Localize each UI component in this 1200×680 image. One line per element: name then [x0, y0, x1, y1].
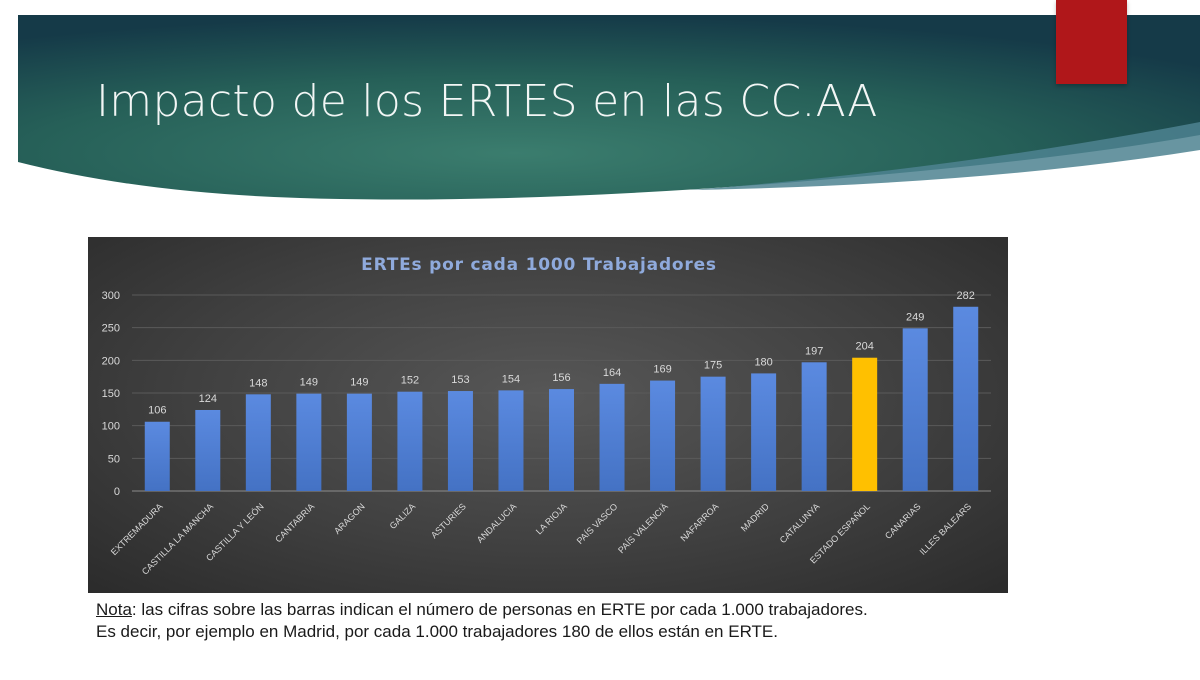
data-label: 148 [249, 377, 267, 389]
bar-andalucia [498, 390, 524, 491]
bar-pa-s-vasco [599, 383, 625, 491]
category-label: CASTILLA Y LEÓN [204, 501, 266, 563]
chart-title: ERTEs por cada 1000 Trabajadores [361, 255, 717, 275]
y-tick-label: 100 [102, 421, 120, 433]
y-axis-ticks: 0 50 100 150 200 250 300 [102, 290, 120, 498]
category-label: MADRID [739, 501, 772, 534]
category-label: CANTABRIA [273, 501, 316, 544]
data-label: 106 [148, 405, 166, 417]
category-label: LA RIOJA [534, 501, 569, 536]
category-label: ASTURIES [429, 501, 468, 540]
slide-title: Impacto de los ERTES en las CC.AA [96, 76, 878, 127]
chart-gridlines [132, 294, 991, 492]
category-label: ANDALUCIA [475, 501, 518, 544]
bar-chart: ERTEs por cada 1000 Trabajadores 0 50 100 1… [102, 255, 991, 577]
title-banner [18, 15, 1200, 200]
category-label: CANARIAS [883, 501, 923, 541]
data-label: 124 [199, 393, 217, 405]
category-label: GALIZA [388, 501, 418, 531]
note-text-line2: Es decir, por ejemplo en Madrid, por cad… [96, 622, 778, 641]
category-label: PAÍS VALENCIÀ [616, 501, 670, 555]
y-tick-label: 250 [102, 323, 120, 335]
y-tick-label: 0 [114, 486, 120, 498]
data-label: 204 [855, 341, 873, 353]
data-label: 153 [451, 374, 469, 386]
bar-cantabria [296, 393, 322, 491]
bar-pa-s-valenci- [650, 380, 676, 491]
bar-madrid [751, 373, 777, 491]
category-label: NAFARROA [678, 501, 720, 543]
bar-aragon [346, 393, 372, 491]
bar-castilla-la-mancha [195, 409, 221, 491]
bar-la-rioja [549, 389, 574, 491]
note-text-line1: : las cifras sobre las barras indican el… [131, 600, 868, 619]
category-label: EXTREMADURA [109, 501, 165, 557]
chart-data-labels: 106 124 148 149 149 152 153 154 156 164 169 175 180 1… [148, 290, 975, 417]
data-label: 180 [754, 356, 772, 368]
bar-estado-espa-ol [852, 357, 878, 491]
red-accent-tab [1056, 0, 1127, 84]
category-label: CATALUNYA [778, 501, 822, 545]
data-label: 197 [805, 345, 823, 357]
category-label: ARAGON [332, 501, 367, 536]
data-label: 169 [653, 364, 671, 376]
bar-castilla-y-le-n [245, 394, 271, 491]
y-tick-label: 150 [102, 388, 120, 400]
bar-extremadura [144, 421, 170, 491]
data-label: 149 [350, 377, 368, 389]
data-label: 282 [957, 290, 975, 302]
data-label: 152 [401, 375, 419, 387]
data-label: 149 [300, 377, 318, 389]
bar-canarias [902, 328, 928, 491]
data-label: 156 [552, 372, 570, 384]
chart-container: ERTEs por cada 1000 Trabajadores 0 50 100 1… [88, 237, 1008, 593]
bar-catalunya [801, 362, 827, 491]
y-tick-label: 50 [108, 453, 120, 465]
data-label: 164 [603, 367, 621, 379]
category-label: PAÍS VASCO [575, 501, 620, 546]
note-label: Nota [96, 600, 132, 619]
data-label: 154 [502, 373, 520, 385]
bar-asturies [447, 391, 473, 491]
bar-nafarroa [700, 376, 726, 491]
footnote: Nota: las cifras sobre las barras indica… [96, 599, 1096, 643]
bar-galiza [397, 391, 423, 491]
chart-bars [144, 306, 979, 491]
y-tick-label: 300 [102, 290, 120, 302]
bar-illes-balears [953, 306, 979, 491]
data-label: 249 [906, 311, 924, 323]
data-label: 175 [704, 360, 722, 372]
y-tick-label: 200 [102, 355, 120, 367]
category-label: ILLES BALEARS [918, 501, 974, 557]
